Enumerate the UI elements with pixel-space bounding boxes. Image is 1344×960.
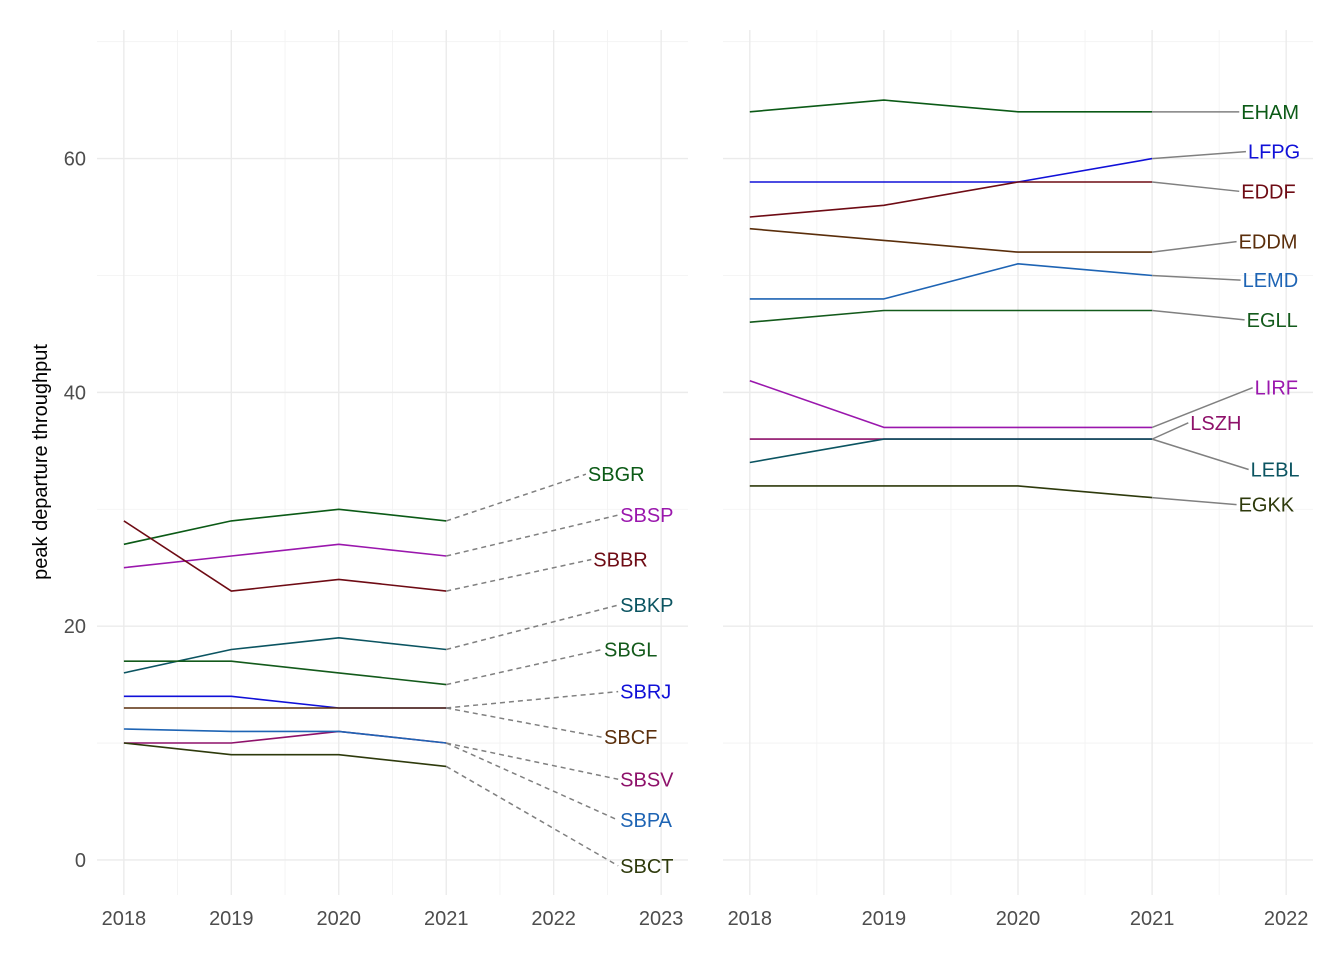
series-label-sbbr: SBBR bbox=[593, 550, 647, 572]
series-line-sbpa bbox=[123, 728, 447, 744]
series-line-sbsp bbox=[123, 543, 447, 569]
y-tick-label: 40 bbox=[64, 382, 86, 404]
label-connector-sbgl bbox=[446, 648, 603, 686]
panel-left-brazil: 0 20 40 60 2018 2019 2020 2021 2022 2023 SBGR SBSP S… bbox=[64, 30, 688, 930]
x-tick-label: 2020 bbox=[996, 908, 1041, 930]
label-connector-sbrj bbox=[446, 690, 619, 709]
label-connector-sbsv bbox=[446, 742, 619, 781]
series-line-lemd bbox=[749, 262, 1153, 300]
label-connector-sbkp bbox=[446, 604, 619, 651]
x-tick-label: 2019 bbox=[209, 908, 254, 930]
x-tick-label: 2023 bbox=[639, 908, 684, 930]
label-connector-sbsp bbox=[446, 514, 619, 557]
series-line-eham bbox=[749, 99, 1153, 113]
series-label-sbgl: SBGL bbox=[604, 640, 657, 662]
label-connector-sbgr bbox=[445, 473, 587, 522]
series-label-sbkp: SBKP bbox=[620, 595, 673, 617]
series-label-sbct: SBCT bbox=[620, 856, 673, 878]
series-label-lfpg: LFPG bbox=[1248, 142, 1300, 164]
label-connector-sbct bbox=[445, 765, 619, 867]
label-connector-lszh bbox=[1151, 422, 1189, 440]
series-line-lfpg bbox=[749, 157, 1153, 183]
series-line-sbbr bbox=[123, 520, 447, 592]
series-line-sbgr bbox=[123, 508, 447, 546]
series-label-lszh: LSZH bbox=[1190, 413, 1241, 435]
series-label-sbsv: SBSV bbox=[620, 769, 674, 791]
series-line-eddm bbox=[749, 227, 1153, 253]
series-line-sbct bbox=[123, 742, 447, 768]
x-tick-label: 2018 bbox=[728, 908, 773, 930]
label-connector-sbpa bbox=[445, 742, 619, 821]
series-line-eddf bbox=[749, 181, 1153, 218]
series-label-eddm: EDDM bbox=[1239, 232, 1298, 254]
x-tick-label: 2022 bbox=[531, 908, 576, 930]
series-label-sbgr: SBGR bbox=[588, 464, 645, 486]
series-label-sbcf: SBCF bbox=[604, 727, 657, 749]
y-tick-label: 60 bbox=[64, 149, 86, 171]
y-tick-label: 20 bbox=[64, 616, 86, 638]
series-label-sbrj: SBRJ bbox=[620, 682, 671, 704]
label-connector-egkk bbox=[1152, 496, 1237, 506]
series-label-lirf: LIRF bbox=[1255, 378, 1298, 400]
label-connector-lfpg bbox=[1152, 150, 1247, 160]
x-tick-label: 2021 bbox=[1130, 908, 1175, 930]
series-label-lemd: LEMD bbox=[1243, 270, 1299, 292]
series-line-egkk bbox=[749, 485, 1153, 499]
panel-right-europe: 2018 2019 2020 2021 2022 EHAM LFPG EDDF EDDM LEMD… bbox=[723, 30, 1313, 930]
series-label-eddf: EDDF bbox=[1241, 181, 1295, 203]
series-label-egll: EGLL bbox=[1247, 310, 1298, 332]
label-connector-lebl bbox=[1151, 438, 1249, 471]
label-connector-eddf bbox=[1152, 181, 1240, 193]
x-tick-label: 2018 bbox=[102, 908, 147, 930]
series-label-eham: EHAM bbox=[1241, 102, 1299, 124]
label-connector-lirf bbox=[1151, 386, 1253, 429]
label-connector-egll bbox=[1152, 309, 1245, 321]
series-label-sbsp: SBSP bbox=[620, 505, 673, 527]
label-connector-sbbr bbox=[446, 558, 592, 592]
series-label-egkk: EGKK bbox=[1239, 495, 1295, 517]
label-connector-lemd bbox=[1152, 274, 1241, 281]
series-line-lirf bbox=[749, 379, 1153, 429]
x-tick-label: 2022 bbox=[1264, 908, 1309, 930]
x-tick-label: 2021 bbox=[424, 908, 469, 930]
series-line-egll bbox=[749, 309, 1153, 323]
x-tick-label: 2019 bbox=[862, 908, 907, 930]
x-tick-label: 2020 bbox=[317, 908, 362, 930]
y-tick-label: 0 bbox=[75, 850, 86, 872]
y-axis-label: peak departure throughput bbox=[30, 344, 52, 580]
label-connector-eddm bbox=[1151, 240, 1237, 253]
label-connector-sbcf bbox=[446, 707, 603, 738]
series-line-lebl bbox=[749, 438, 1153, 464]
series-label-sbpa: SBPA bbox=[620, 810, 673, 832]
series-line-sbgl bbox=[123, 660, 447, 686]
series-label-lebl: LEBL bbox=[1251, 460, 1300, 482]
